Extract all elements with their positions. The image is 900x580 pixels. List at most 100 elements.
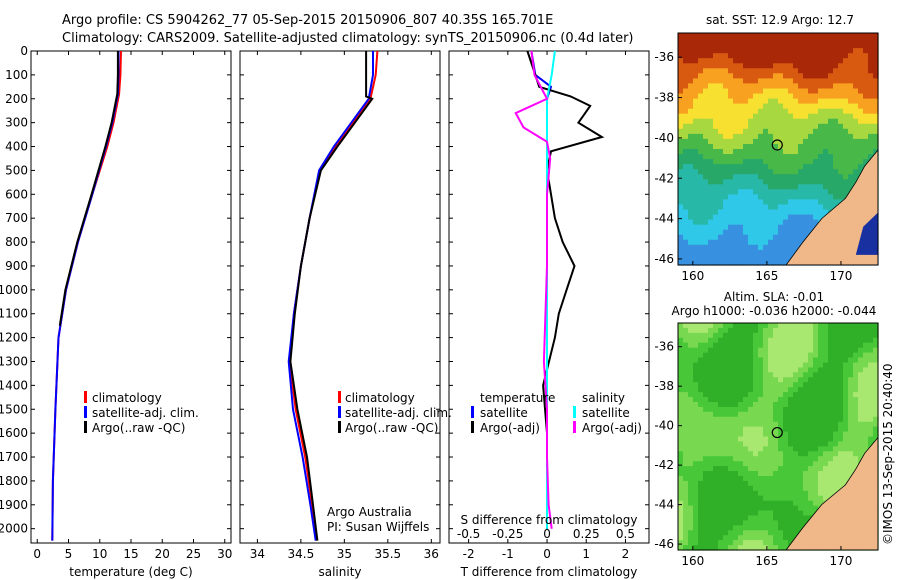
map-cell bbox=[808, 466, 814, 472]
map-cell bbox=[853, 441, 859, 447]
map-cell bbox=[813, 485, 819, 492]
map-cell bbox=[863, 347, 869, 354]
map-cell bbox=[818, 164, 824, 170]
map-cell bbox=[803, 446, 809, 452]
map-cell bbox=[683, 357, 689, 363]
map-cell bbox=[873, 83, 879, 89]
map-cell bbox=[768, 63, 774, 69]
legend-argo-swatch bbox=[338, 421, 341, 433]
map-cell bbox=[778, 515, 784, 521]
map-cell bbox=[823, 476, 829, 482]
map-cell bbox=[788, 88, 794, 95]
map-cell bbox=[818, 138, 824, 145]
map-cell bbox=[728, 476, 734, 482]
map-cell bbox=[708, 431, 714, 438]
map-cell bbox=[728, 179, 734, 185]
map-cell bbox=[703, 342, 709, 349]
map-cell bbox=[683, 138, 689, 145]
map-cell bbox=[778, 128, 784, 135]
map-cell bbox=[683, 362, 689, 368]
map-cell bbox=[873, 436, 879, 442]
map-cell bbox=[748, 530, 754, 536]
map-cell bbox=[678, 446, 684, 452]
map-cell bbox=[838, 43, 844, 49]
map-cell bbox=[743, 214, 749, 221]
map-cell bbox=[788, 103, 794, 110]
map-cell bbox=[728, 254, 734, 261]
map-cell bbox=[793, 357, 799, 363]
map-cell bbox=[773, 239, 779, 246]
map-cell bbox=[698, 48, 704, 54]
map-cell bbox=[728, 525, 734, 531]
map-cell bbox=[703, 451, 709, 457]
sst-map bbox=[678, 33, 879, 266]
map-cell bbox=[788, 500, 794, 507]
map-cell bbox=[723, 83, 729, 89]
map-cell bbox=[793, 480, 799, 487]
map-cell bbox=[748, 367, 754, 373]
map-cell bbox=[783, 249, 789, 256]
map-cell bbox=[803, 128, 809, 135]
map-cell bbox=[813, 416, 819, 423]
map-cell bbox=[748, 214, 754, 221]
map-cell bbox=[743, 239, 749, 246]
map-cell bbox=[713, 53, 719, 59]
map-cell bbox=[848, 38, 854, 44]
map-cell bbox=[773, 184, 779, 190]
map-cell bbox=[708, 169, 714, 175]
map-cell bbox=[733, 500, 739, 507]
map-cell bbox=[753, 332, 759, 339]
map-cell bbox=[748, 118, 754, 125]
map-cell bbox=[838, 392, 844, 398]
map-cell bbox=[768, 219, 774, 226]
map-cell bbox=[778, 337, 784, 344]
map-cell bbox=[853, 342, 859, 349]
map-cell bbox=[758, 387, 764, 393]
map-cell bbox=[748, 446, 754, 452]
sst-map-frame bbox=[677, 32, 879, 266]
map-cell bbox=[698, 43, 704, 49]
map-cell bbox=[788, 73, 794, 79]
map-cell bbox=[683, 436, 689, 442]
map-cell bbox=[688, 392, 694, 398]
difference-legend: temperature satellite Argo(-adj) salinit… bbox=[471, 391, 642, 435]
map-cell bbox=[703, 78, 709, 84]
map-cell bbox=[733, 63, 739, 69]
map-cell bbox=[783, 128, 789, 135]
map-cell bbox=[788, 436, 794, 442]
map-cell bbox=[778, 416, 784, 423]
map-cell bbox=[803, 68, 809, 74]
map-cell bbox=[743, 73, 749, 79]
map-y-tick-label: -46 bbox=[654, 252, 674, 266]
map-cell bbox=[758, 352, 764, 359]
map-cell bbox=[708, 113, 714, 120]
map-cell bbox=[733, 485, 739, 492]
map-cell bbox=[828, 392, 834, 398]
map-cell bbox=[698, 332, 704, 339]
map-cell bbox=[688, 229, 694, 236]
map-cell bbox=[683, 490, 689, 497]
map-cell bbox=[798, 209, 804, 216]
map-cell bbox=[818, 431, 824, 438]
map-cell bbox=[693, 38, 699, 44]
map-cell bbox=[868, 133, 874, 140]
map-cell bbox=[793, 229, 799, 236]
map-cell bbox=[798, 184, 804, 190]
map-cell bbox=[843, 38, 849, 44]
map-cell bbox=[788, 244, 794, 251]
map-cell bbox=[798, 189, 804, 195]
map-cell bbox=[838, 337, 844, 344]
map-cell bbox=[803, 169, 809, 175]
map-cell bbox=[863, 113, 869, 120]
map-cell bbox=[708, 38, 714, 44]
map-cell bbox=[868, 377, 874, 383]
map-cell bbox=[808, 224, 814, 231]
map-cell bbox=[848, 421, 854, 428]
map-cell bbox=[778, 342, 784, 349]
map-cell bbox=[763, 169, 769, 175]
map-cell bbox=[788, 108, 794, 115]
map-cell bbox=[863, 446, 869, 452]
map-cell bbox=[753, 525, 759, 531]
map-cell bbox=[778, 219, 784, 226]
map-cell bbox=[683, 204, 689, 211]
